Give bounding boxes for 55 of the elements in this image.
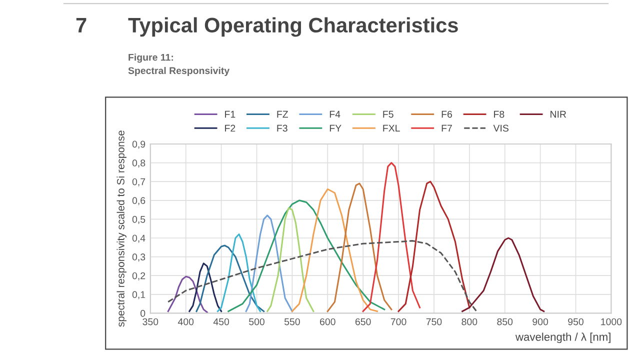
legend-label: F2 [225, 124, 236, 132]
y-tick-label: 0,7 [132, 178, 146, 186]
y-tick-label: 0,2 [132, 272, 146, 280]
line-series [266, 207, 314, 312]
legend-label: F5 [383, 110, 394, 118]
x-tick-label: 800 [462, 318, 478, 326]
text: 7 [76, 18, 86, 32]
line-series [216, 233, 262, 312]
y-tick-label: 0,3 [132, 254, 146, 262]
y-axis-title: spectral responsivity scaled to Si response [116, 130, 126, 327]
line-series [167, 240, 478, 312]
line-series [362, 162, 421, 312]
legend-label: NIR [550, 110, 566, 118]
y-tick-label: 0,4 [132, 234, 146, 243]
line-series [196, 244, 265, 312]
legend-label: F4 [330, 110, 340, 118]
x-tick-label: 1000 [601, 318, 622, 326]
y-tick-label: 0 [140, 310, 146, 317]
legend-label: F6 [442, 110, 452, 118]
y-tick-label: 0,1 [132, 291, 146, 300]
legend-label: FY [330, 124, 342, 132]
line-series [228, 200, 386, 312]
chart-subtitle: Figure 11: Spectral Responsivity [128, 54, 230, 76]
x-axis-title: wavelength / λ [nm] [515, 332, 610, 344]
legend-label: F1 [225, 110, 236, 118]
x-tick-label: 650 [355, 318, 371, 326]
x-tick-label: 700 [390, 318, 406, 326]
x-tick-label: 550 [284, 318, 300, 326]
x-tick-label: 750 [426, 318, 442, 326]
x-tick-label: 850 [497, 318, 513, 326]
line-series [167, 276, 208, 314]
line-series [326, 182, 392, 312]
line-series [188, 262, 222, 312]
x-tick-label: 400 [178, 318, 194, 326]
y-tick-label: 0,5 [132, 216, 146, 224]
legend-label: FZ [277, 110, 288, 118]
y-tick-label: 0,8 [132, 160, 146, 168]
y-tick-label: 0,6 [132, 197, 146, 206]
line-series [398, 180, 470, 312]
line-series [291, 188, 378, 312]
legend-label: FXL [383, 124, 400, 132]
line-series [245, 214, 293, 312]
x-tick-label: 350 [142, 318, 158, 326]
x-tick-label: 600 [320, 318, 336, 326]
legend-label: F7 [442, 124, 452, 132]
x-tick-label: 950 [568, 318, 584, 326]
legend-label: VIS [493, 124, 508, 132]
x-tick-label: 450 [213, 318, 230, 326]
x-tick-label: 900 [532, 318, 548, 326]
x-tick-label: 500 [249, 318, 264, 326]
y-tick-label: 0,9 [132, 140, 146, 149]
legend-label: F8 [494, 110, 504, 118]
line-series [462, 237, 545, 312]
legend-label: F3 [277, 124, 288, 132]
chart-title: Typical Operating Characteristics [128, 17, 458, 37]
